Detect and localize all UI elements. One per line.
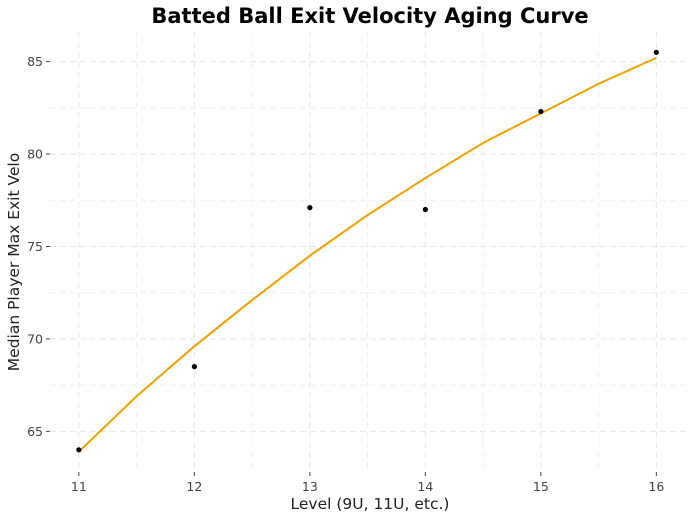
- data-point: [653, 49, 659, 55]
- data-point: [538, 108, 544, 115]
- x-tick-label: 15: [533, 479, 549, 494]
- chart-title: Batted Ball Exit Velocity Aging Curve: [151, 4, 588, 28]
- y-tick-label: 70: [27, 331, 43, 346]
- x-axis-title: Level (9U, 11U, etc.): [291, 495, 450, 513]
- x-tick-label: 14: [417, 479, 433, 494]
- fitted-curve-line: [78, 56, 657, 453]
- x-tick-label: 11: [71, 479, 87, 494]
- y-tick-label: 80: [27, 147, 43, 162]
- x-tick-label: 12: [186, 479, 202, 494]
- points-layer: [76, 49, 659, 453]
- x-tick-label: 16: [648, 479, 664, 494]
- grid: [50, 32, 691, 472]
- y-tick-label: 75: [27, 239, 43, 254]
- x-tick-label: 13: [302, 479, 318, 494]
- y-tick-label: 85: [27, 54, 43, 69]
- data-point: [422, 206, 428, 213]
- y-tick-label: 65: [27, 424, 43, 439]
- data-point: [76, 447, 82, 453]
- y-axis-title: Median Player Max Exit Velo: [5, 153, 23, 371]
- ticks-layer: 11 12 13 14 15 16 65 70 75 80 85: [27, 54, 664, 494]
- fit-line-layer: [78, 56, 657, 453]
- data-point: [191, 364, 197, 370]
- data-point: [307, 205, 313, 211]
